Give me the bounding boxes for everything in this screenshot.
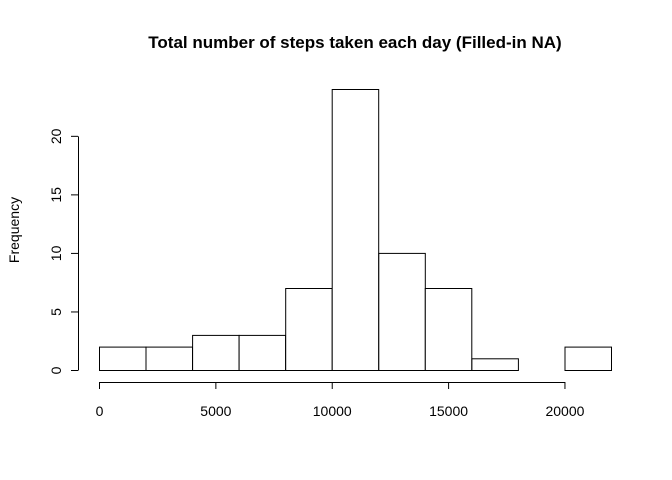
histogram-bar (424, 288, 473, 371)
y-tick-label: 5 (48, 308, 64, 316)
histogram-bar (145, 346, 193, 372)
y-axis: 0 5 10 15 20 (48, 128, 79, 374)
histogram-bar (331, 89, 380, 371)
x-axis: 0 5000 10000 15000 20000 (96, 382, 585, 419)
histogram-bar (285, 288, 333, 371)
histogram-bar (564, 346, 612, 372)
histogram-bar (471, 358, 519, 371)
x-tick-label: 0 (96, 403, 104, 419)
x-tick-label: 15000 (429, 403, 468, 419)
y-tick-label: 20 (48, 128, 64, 144)
y-axis-label: Frequency (6, 197, 22, 263)
x-tick-label: 5000 (200, 403, 231, 419)
histogram-bar (192, 334, 240, 371)
chart-title: Total number of steps taken each day (Fi… (148, 33, 561, 52)
bars-group (99, 89, 612, 372)
histogram-bar (238, 334, 287, 371)
y-tick-label: 10 (48, 245, 64, 261)
x-tick-label: 10000 (313, 403, 352, 419)
x-tick-label: 20000 (545, 403, 584, 419)
y-tick-label: 0 (48, 366, 64, 374)
y-tick-label: 15 (48, 187, 64, 203)
histogram-bar (378, 252, 426, 371)
histogram-bar (99, 346, 147, 372)
